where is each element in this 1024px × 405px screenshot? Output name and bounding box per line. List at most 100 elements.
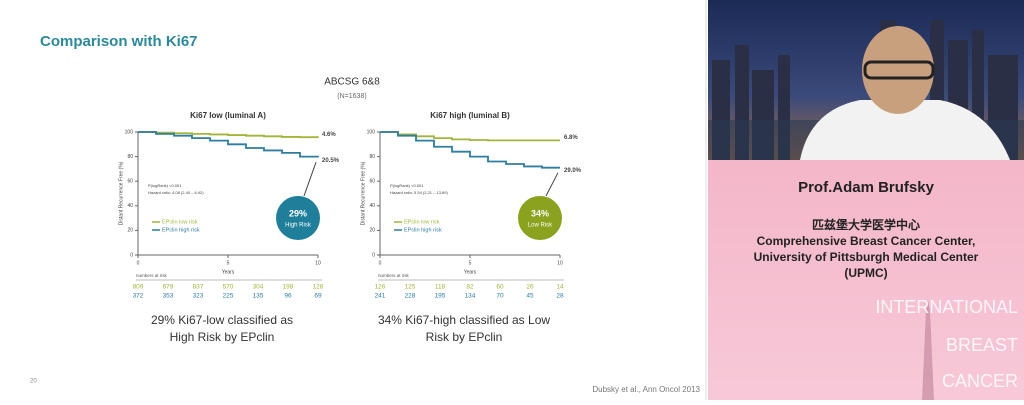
- risk-cell: 135: [253, 293, 264, 300]
- y-tick-label: 20: [369, 228, 375, 234]
- y-tick-label: 60: [369, 179, 375, 185]
- risk-cell: 198: [283, 284, 294, 291]
- end-label: 29.0%: [564, 168, 582, 174]
- risk-cell: 228: [405, 293, 416, 300]
- affiliation-line: (UPMC): [844, 266, 887, 280]
- legend-label: EPclin low risk: [162, 219, 198, 225]
- end-label: 4.6%: [322, 132, 336, 138]
- risk-cell: 69: [314, 293, 322, 300]
- stats-text: Hazard ratio: 5.54 (2.21 – 13.89): [390, 190, 448, 195]
- affiliation-line: University of Pittsburgh Medical Center: [754, 250, 979, 264]
- stats-text: P(logRank) <0.001: [148, 183, 182, 188]
- survival-curve: [380, 131, 560, 169]
- stats-text: P(logRank) <0.001: [390, 183, 424, 188]
- tower: [922, 300, 934, 400]
- x-axis-label: Years: [222, 269, 235, 275]
- risk-cell: 195: [435, 293, 446, 300]
- risk-cell: 837: [193, 284, 204, 291]
- affiliation-line: Comprehensive Breast Cancer Center,: [757, 234, 976, 248]
- speaker-shirt: [800, 100, 1010, 160]
- speaker-name: Prof.Adam Brufsky: [798, 179, 935, 196]
- survival-curve: [138, 131, 319, 139]
- y-tick-label: 40: [369, 203, 375, 209]
- x-tick-label: 0: [137, 260, 140, 266]
- y-tick-label: 40: [127, 203, 133, 209]
- slide-title: Comparison with Ki67: [40, 33, 198, 50]
- badge-arrow: [545, 172, 559, 197]
- y-tick-label: 60: [127, 179, 133, 185]
- risk-cell: 28: [556, 293, 564, 300]
- risk-cell: 809: [133, 284, 144, 291]
- y-tick-label: 80: [369, 154, 375, 160]
- risk-cell: 118: [435, 284, 446, 291]
- risk-cell: 125: [405, 284, 416, 291]
- legend-label: EPclin high risk: [404, 227, 442, 233]
- risk-cell: 304: [253, 284, 264, 291]
- caption: Risk by EPclin: [426, 330, 503, 344]
- legend-label: EPclin high risk: [162, 227, 200, 233]
- study-name: ABCSG 6&8: [324, 77, 380, 88]
- risk-cell: 26: [526, 284, 534, 291]
- x-axis-label: Years: [464, 269, 477, 275]
- banner-line: INTERNATIONAL: [875, 297, 1018, 317]
- banner: INTERNATIONAL BREAST CANCER: [875, 297, 1018, 391]
- risk-table-title: numbers at risk: [378, 273, 410, 278]
- risk-cell: 353: [163, 293, 174, 300]
- caption: 34% Ki67-high classified as Low: [378, 313, 550, 327]
- x-tick-label: 10: [557, 260, 563, 266]
- risk-cell: 128: [313, 284, 324, 291]
- citation: Dubsky et al., Ann Oncol 2013: [592, 385, 700, 394]
- y-tick-label: 0: [130, 252, 133, 258]
- stats-text: Hazard ratio: 4.08 (2.40 – 6.92): [148, 190, 204, 195]
- study-n: (N=1638): [337, 93, 366, 100]
- risk-badge: [518, 196, 562, 240]
- y-tick-label: 100: [125, 129, 134, 135]
- y-tick-label: 100: [367, 129, 376, 135]
- risk-cell: 70: [496, 293, 504, 300]
- banner-line: CANCER: [942, 371, 1018, 391]
- survival-curve: [138, 131, 319, 158]
- y-tick-label: 80: [127, 154, 133, 160]
- risk-cell: 372: [133, 293, 144, 300]
- caption: High Risk by EPclin: [170, 330, 275, 344]
- info-panel: [708, 160, 1024, 400]
- x-tick-label: 5: [227, 260, 230, 266]
- end-label: 6.8%: [564, 135, 578, 141]
- risk-cell: 323: [193, 293, 204, 300]
- risk-cell: 96: [284, 293, 292, 300]
- risk-table-title: numbers at risk: [136, 273, 168, 278]
- x-tick-label: 0: [379, 260, 382, 266]
- risk-cell: 241: [375, 293, 386, 300]
- risk-cell: 14: [556, 284, 564, 291]
- risk-cell: 225: [223, 293, 234, 300]
- x-tick-label: 5: [469, 260, 472, 266]
- risk-cell: 126: [375, 284, 386, 291]
- y-axis-label: Distant Recurrence Free (%): [360, 161, 366, 225]
- affiliation: 匹兹堡大学医学中心 Comprehensive Breast Cancer Ce…: [754, 217, 979, 280]
- risk-cell: 45: [526, 293, 534, 300]
- caption: 29% Ki67-low classified as: [151, 313, 293, 327]
- chart-title: Ki67 high (luminal B): [430, 111, 510, 120]
- risk-cell: 60: [496, 284, 504, 291]
- risk-cell: 134: [465, 293, 476, 300]
- badge-value: 29%: [289, 208, 307, 218]
- slide-background: [0, 0, 706, 400]
- legend-label: EPclin low risk: [404, 219, 440, 225]
- y-tick-label: 20: [127, 228, 133, 234]
- risk-cell: 570: [223, 284, 234, 291]
- badge-label: Low Risk: [528, 223, 553, 229]
- affiliation-line: 匹兹堡大学医学中心: [812, 217, 920, 232]
- badge-label: High Risk: [285, 223, 312, 229]
- chart-title: Ki67 low (luminal A): [190, 111, 266, 120]
- risk-badge: [276, 196, 320, 240]
- survival-curve: [380, 131, 560, 142]
- speaker-head: [862, 26, 934, 114]
- risk-cell: 82: [466, 284, 474, 291]
- badge-arrow: [303, 162, 317, 197]
- badge-value: 34%: [531, 208, 549, 218]
- y-axis-label: Distant Recurrence Free (%): [118, 161, 124, 225]
- end-label: 20.5%: [322, 158, 340, 164]
- page-number: 20: [30, 379, 37, 385]
- speaker-glasses: [863, 60, 935, 80]
